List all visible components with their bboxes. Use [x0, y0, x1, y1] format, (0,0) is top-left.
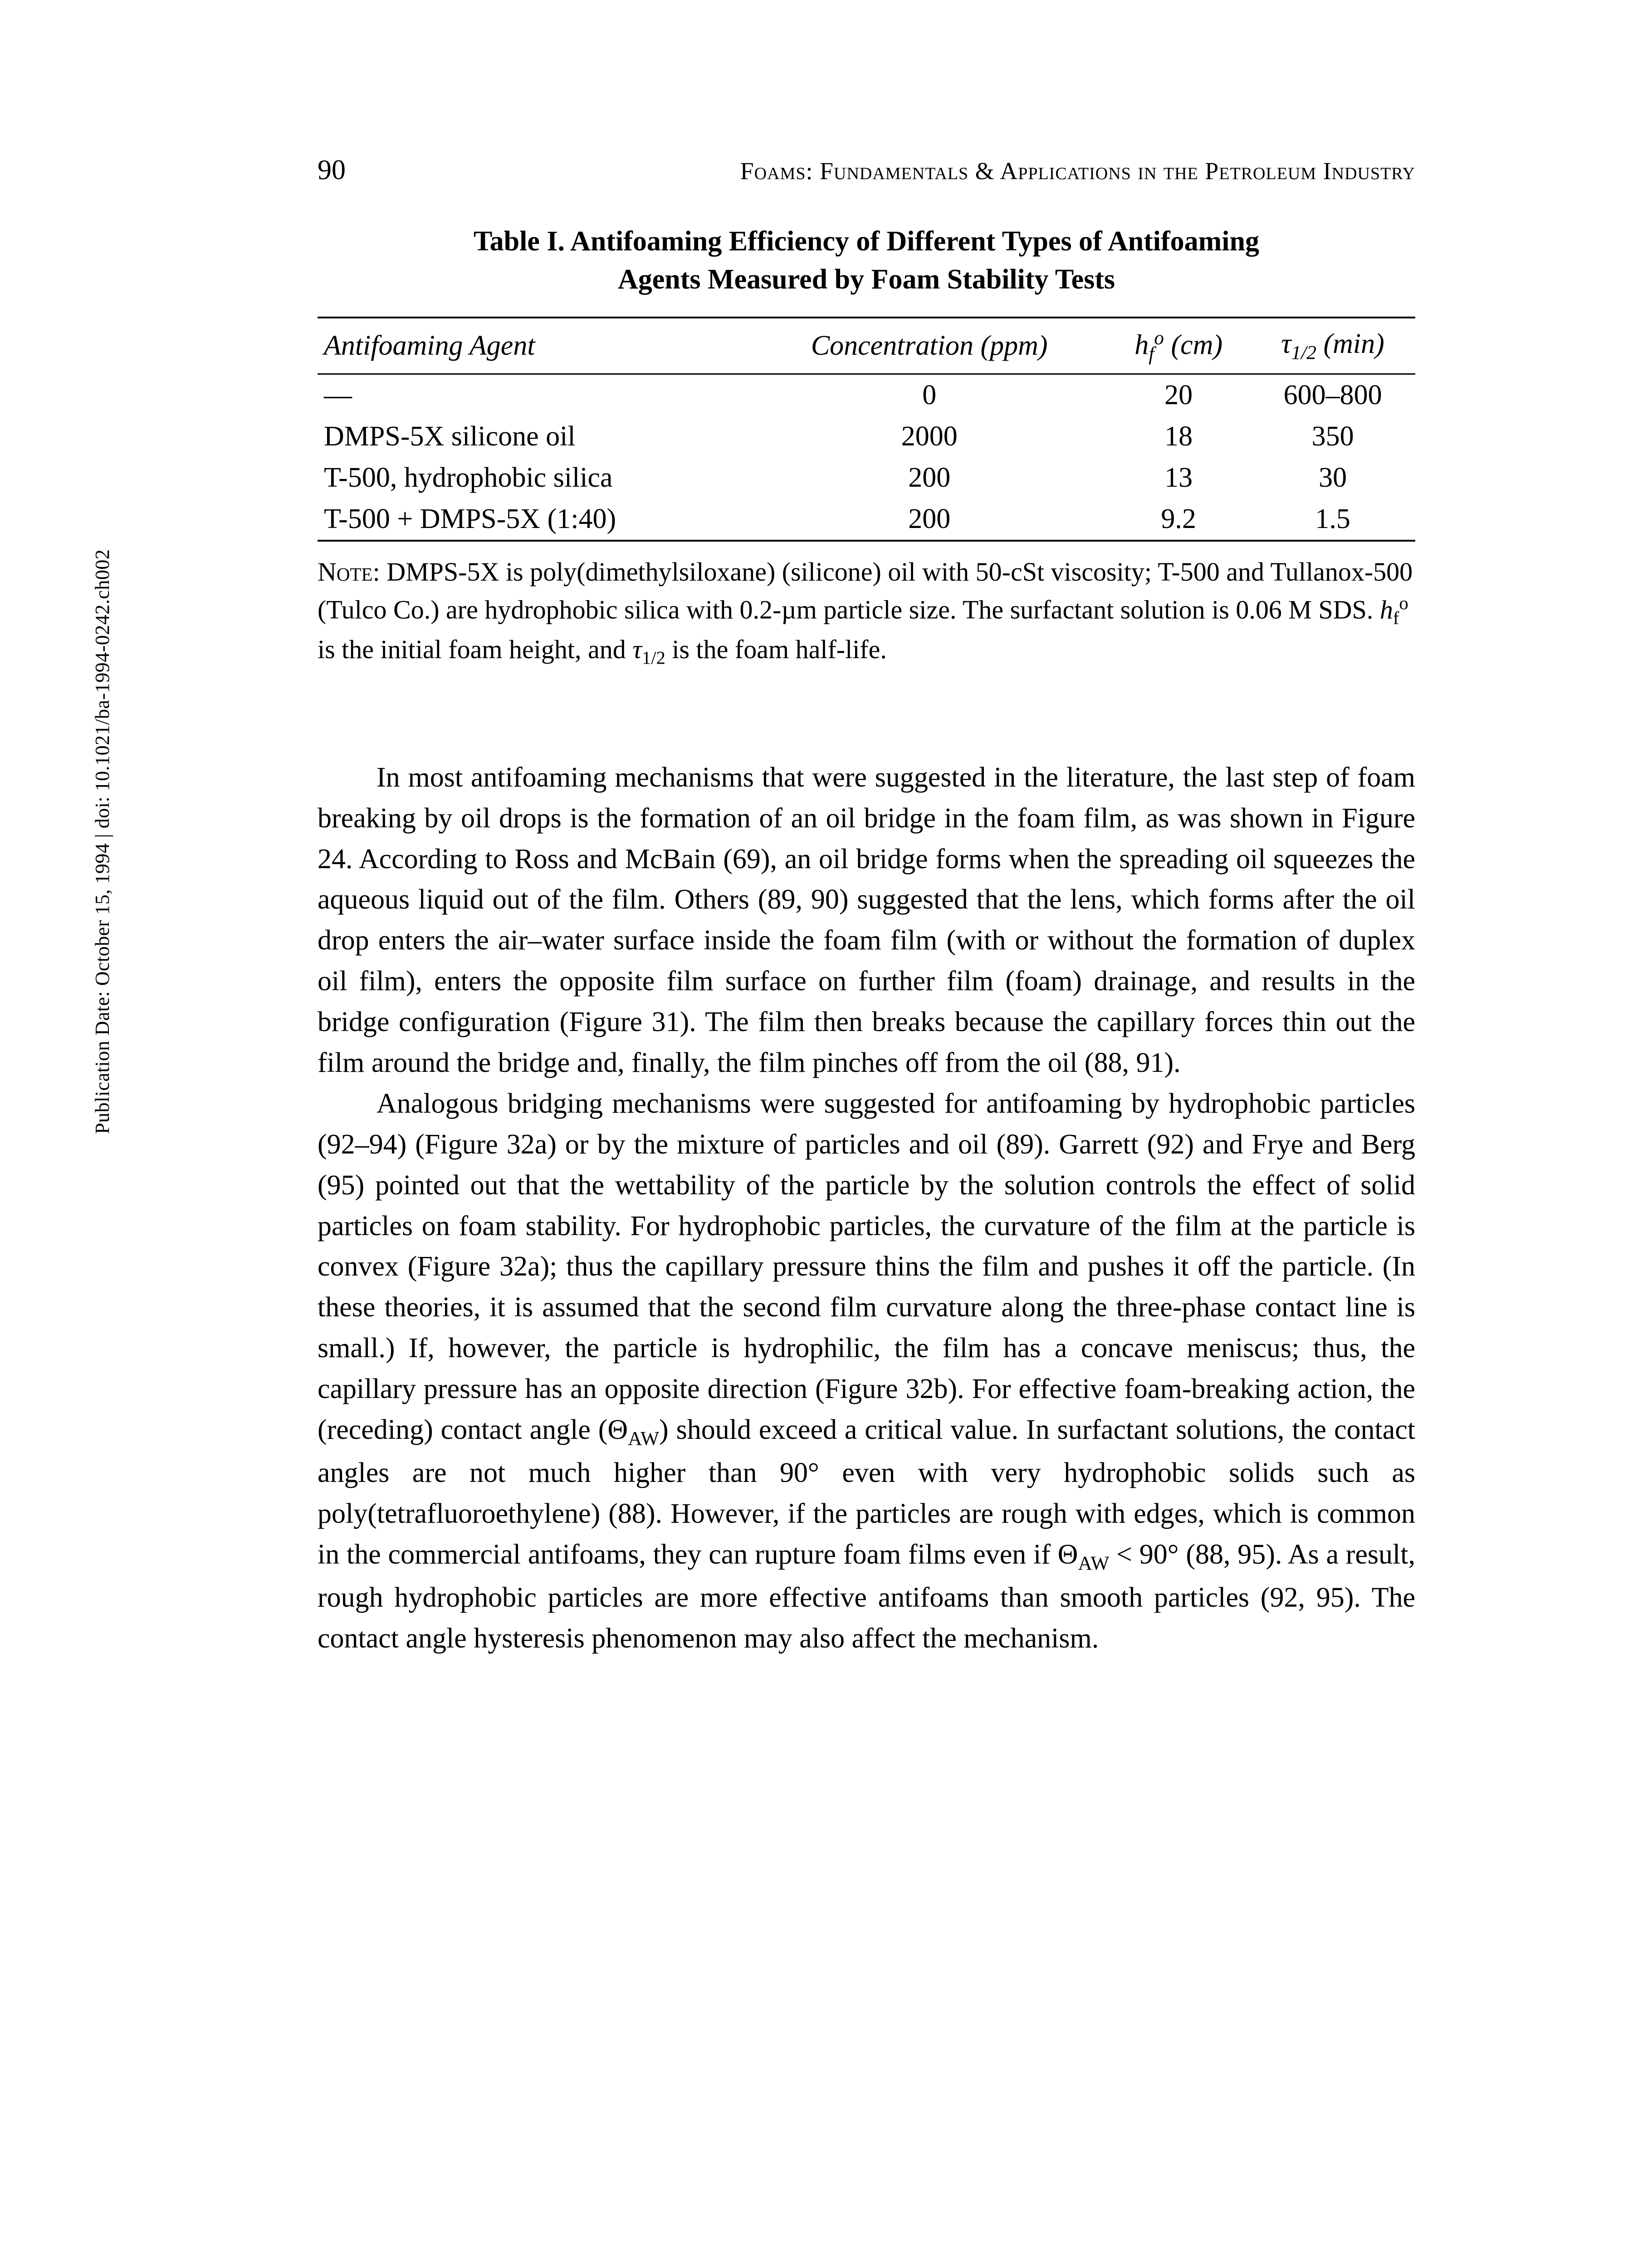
running-title: Foams: Fundamentals & Applications in th…: [740, 157, 1415, 185]
cell-tau: 30: [1250, 457, 1415, 499]
cell-agent: —: [318, 374, 752, 416]
hf-sub: f: [1149, 343, 1154, 365]
note-text-2: is the initial foam height, and: [318, 635, 632, 664]
col-agent: Antifoaming Agent: [318, 318, 752, 374]
note-text-3: is the foam half-life.: [665, 635, 887, 664]
cell-agent: DMPS-5X silicone oil: [318, 416, 752, 457]
note-tau-sub: 1/2: [642, 648, 665, 668]
table-note: Note: DMPS-5X is poly(dimethylsiloxane) …: [318, 553, 1415, 671]
table-caption-line2: Agents Measured by Foam Stability Tests: [618, 264, 1115, 295]
p2-pre: Analogous bridging mechanisms were sugge…: [318, 1088, 1415, 1445]
hf-symbol: h: [1134, 330, 1149, 361]
note-label: Note: [318, 557, 373, 587]
col-concentration: Concentration (ppm): [752, 318, 1107, 374]
cell-conc: 200: [752, 457, 1107, 499]
table-row: — 0 20 600–800: [318, 374, 1415, 416]
tau-sub: 1/2: [1291, 342, 1316, 364]
hf-unit: (cm): [1164, 330, 1222, 361]
theta-sub-1: AW: [628, 1427, 659, 1449]
cell-conc: 0: [752, 374, 1107, 416]
body-text: In most antifoaming mechanisms that were…: [318, 758, 1415, 1659]
cell-conc: 200: [752, 499, 1107, 541]
sidebar-citation: Publication Date: October 15, 1994 | doi…: [91, 549, 114, 1134]
cell-conc: 2000: [752, 416, 1107, 457]
col-tau: τ1/2 (min): [1250, 318, 1415, 374]
table-row: T-500, hydrophobic silica 200 13 30: [318, 457, 1415, 499]
table-row: DMPS-5X silicone oil 2000 18 350: [318, 416, 1415, 457]
tau-unit: (min): [1316, 328, 1384, 359]
table-caption: Table I. Antifoaming Efficiency of Diffe…: [367, 223, 1365, 298]
note-text-1: : DMPS-5X is poly(dimethylsiloxane) (sil…: [318, 557, 1413, 624]
cell-hf: 18: [1107, 416, 1250, 457]
tau-symbol: τ: [1281, 328, 1291, 359]
cell-hf: 20: [1107, 374, 1250, 416]
note-tau-pre: τ: [632, 635, 642, 664]
page-header: 90 Foams: Fundamentals & Applications in…: [318, 154, 1415, 186]
note-hf-sup: o: [1399, 593, 1408, 613]
paragraph-1: In most antifoaming mechanisms that were…: [318, 758, 1415, 1084]
cell-tau: 1.5: [1250, 499, 1415, 541]
page-number: 90: [318, 154, 346, 186]
paragraph-2: Analogous bridging mechanisms were sugge…: [318, 1084, 1415, 1659]
note-hf-sub: f: [1393, 608, 1399, 628]
page-content: 90 Foams: Fundamentals & Applications in…: [318, 154, 1415, 1659]
cell-hf: 13: [1107, 457, 1250, 499]
cell-agent: T-500 + DMPS-5X (1:40): [318, 499, 752, 541]
table-row: T-500 + DMPS-5X (1:40) 200 9.2 1.5: [318, 499, 1415, 541]
antifoaming-table: Antifoaming Agent Concentration (ppm) hf…: [318, 317, 1415, 542]
cell-tau: 350: [1250, 416, 1415, 457]
theta-sub-2: AW: [1078, 1553, 1109, 1574]
table-caption-line1: Table I. Antifoaming Efficiency of Diffe…: [474, 226, 1259, 257]
cell-agent: T-500, hydrophobic silica: [318, 457, 752, 499]
cell-hf: 9.2: [1107, 499, 1250, 541]
hf-sup: o: [1154, 327, 1164, 349]
cell-tau: 600–800: [1250, 374, 1415, 416]
col-hf: hfo (cm): [1107, 318, 1250, 374]
note-hf-pre: h: [1380, 595, 1393, 624]
